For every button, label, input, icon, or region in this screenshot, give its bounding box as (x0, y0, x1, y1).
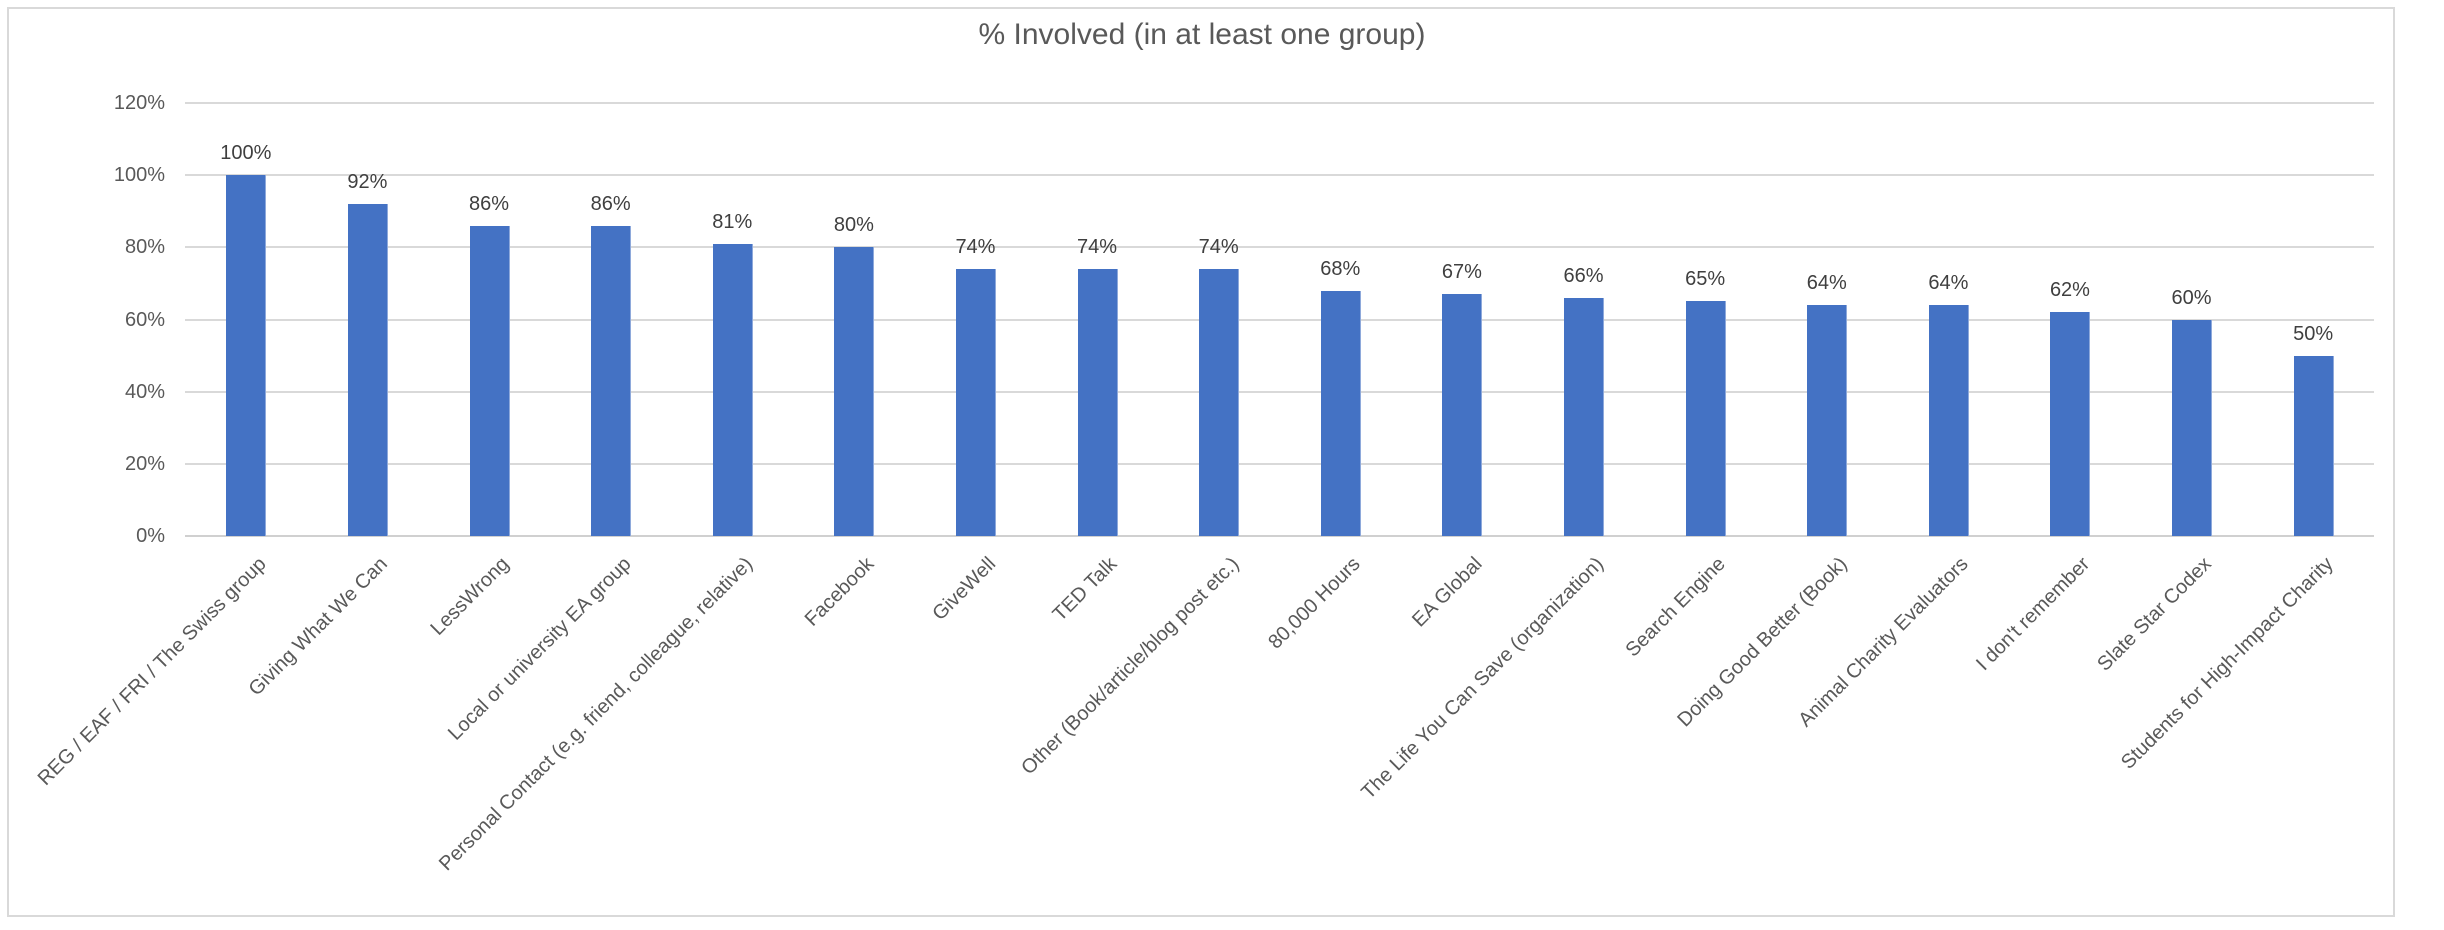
chart-title: % Involved (in at least one group) (978, 18, 1426, 51)
chart-frame (7, 7, 2395, 917)
